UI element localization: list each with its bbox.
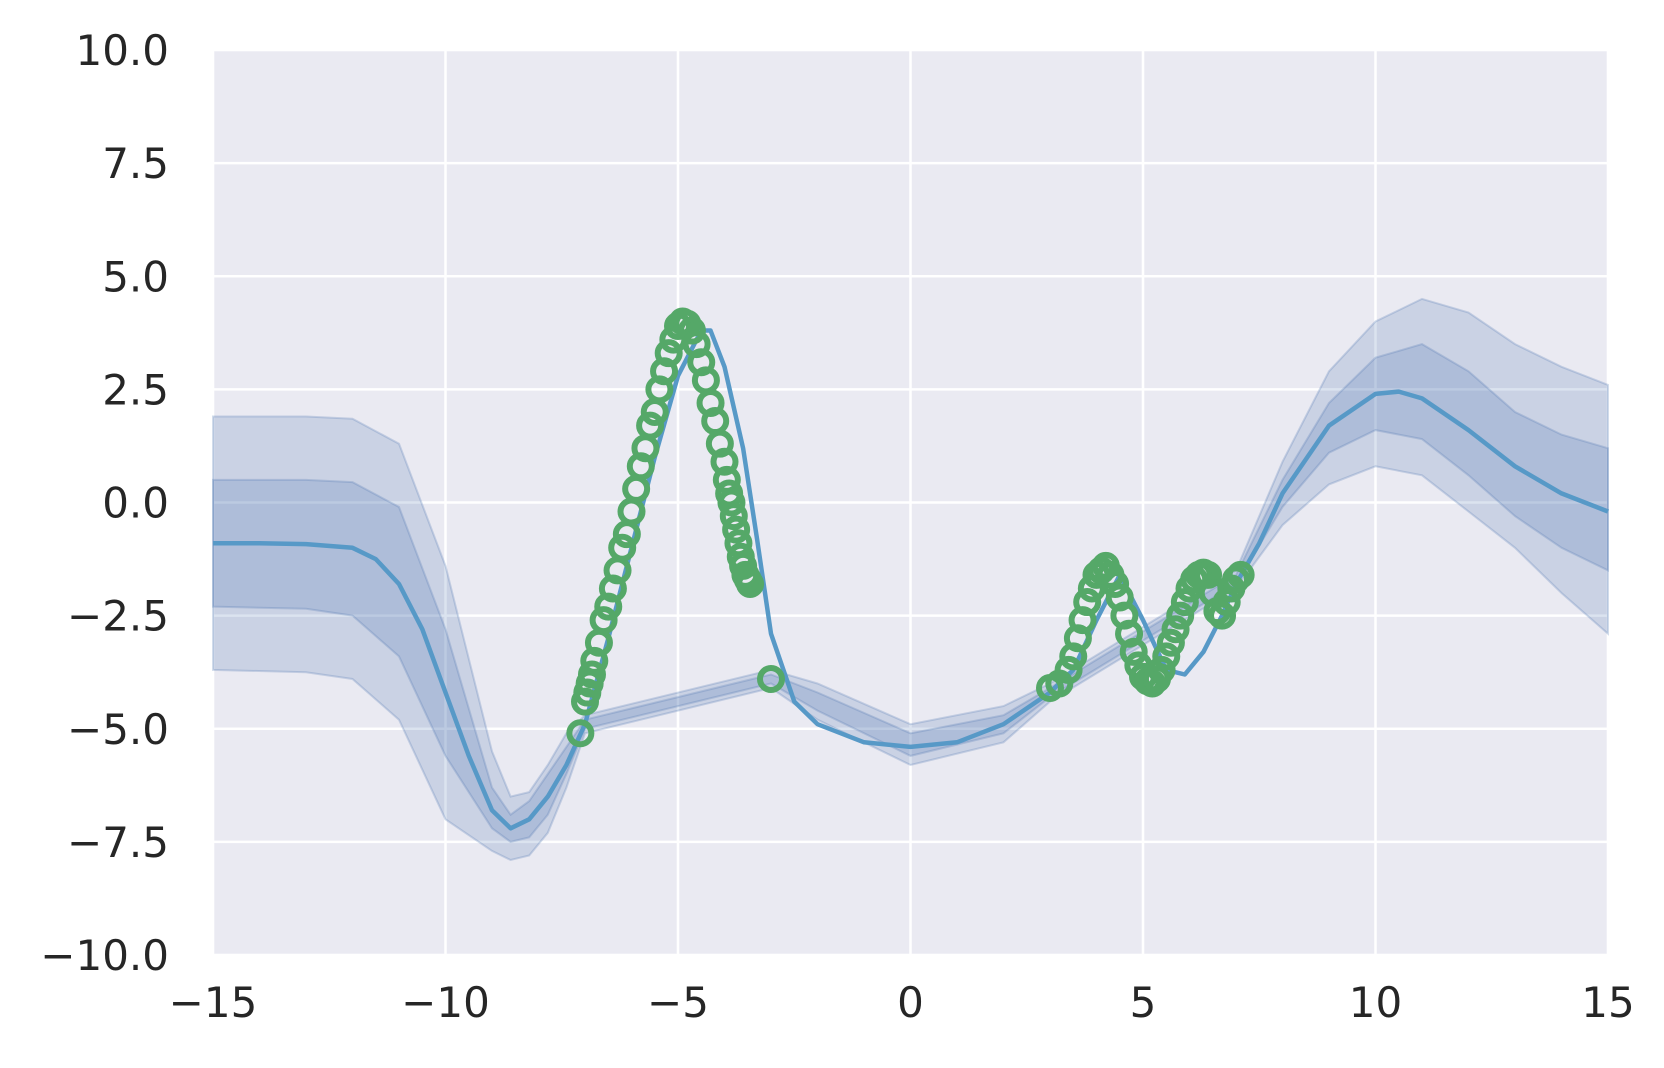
x-tick-label: 5 [1130, 978, 1157, 1027]
y-tick-label: 5.0 [102, 252, 169, 301]
y-tick-label: −2.5 [67, 592, 169, 641]
y-tick-label: 7.5 [102, 139, 169, 188]
y-tick-label: 10.0 [75, 26, 169, 75]
observation-point [1166, 601, 1195, 630]
observation-point [577, 660, 606, 689]
mean-curve [213, 328, 1609, 831]
observation-point [1161, 615, 1190, 644]
observation-point [1208, 601, 1237, 630]
y-tick-label: 0.0 [102, 479, 169, 528]
x-tick-label: 10 [1349, 978, 1402, 1027]
x-tick-label: −5 [647, 978, 709, 1027]
x-axis-tick-labels: −15 −10 −5 0 5 10 15 [169, 978, 1635, 1027]
observation-point [636, 411, 665, 440]
observation-point [654, 339, 683, 368]
observation-point [1170, 588, 1199, 617]
observation-point [1147, 655, 1176, 684]
grid-lines [211, 48, 1610, 957]
x-tick-label: 0 [897, 978, 924, 1027]
confidence-band-inner [212, 343, 1609, 843]
x-tick-label: −15 [169, 978, 258, 1027]
observation-point [677, 316, 706, 345]
observation-point [722, 515, 751, 544]
observation-point [1101, 569, 1130, 598]
y-axis-tick-labels: −10.0 −7.5 −5.0 −2.5 0.0 2.5 5.0 7.5 10.0 [40, 26, 169, 980]
observation-point [717, 488, 746, 517]
x-tick-label: −10 [401, 978, 490, 1027]
x-tick-label: 15 [1581, 978, 1634, 1027]
y-tick-label: 2.5 [102, 365, 169, 414]
observation-point [710, 447, 739, 476]
y-tick-label: −7.5 [67, 818, 169, 867]
observation-point [1212, 588, 1241, 617]
observation-point [589, 606, 618, 635]
observation-point [1119, 637, 1148, 666]
y-tick-label: −5.0 [67, 705, 169, 754]
observation-point [1222, 565, 1250, 594]
observation-point [608, 533, 637, 562]
observation-point [1152, 642, 1181, 671]
observation-point [566, 719, 595, 748]
y-tick-label: −10.0 [40, 931, 169, 980]
mean-line [213, 328, 1609, 831]
observation-point [1073, 588, 1102, 617]
observation-point [757, 664, 785, 693]
observation-point [1226, 560, 1255, 589]
observation-points [566, 307, 1255, 748]
observation-point [719, 502, 748, 531]
observation-point [736, 569, 765, 598]
observation-point [1156, 628, 1185, 657]
observation-point [1054, 655, 1083, 684]
